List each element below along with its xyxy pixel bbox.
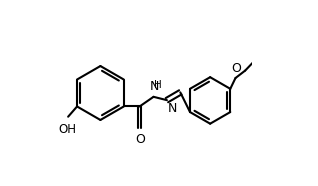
Text: O: O <box>231 62 241 75</box>
Text: N: N <box>150 81 159 94</box>
Text: O: O <box>135 133 145 145</box>
Text: N: N <box>168 102 177 115</box>
Text: OH: OH <box>59 123 77 136</box>
Text: H: H <box>154 80 162 90</box>
